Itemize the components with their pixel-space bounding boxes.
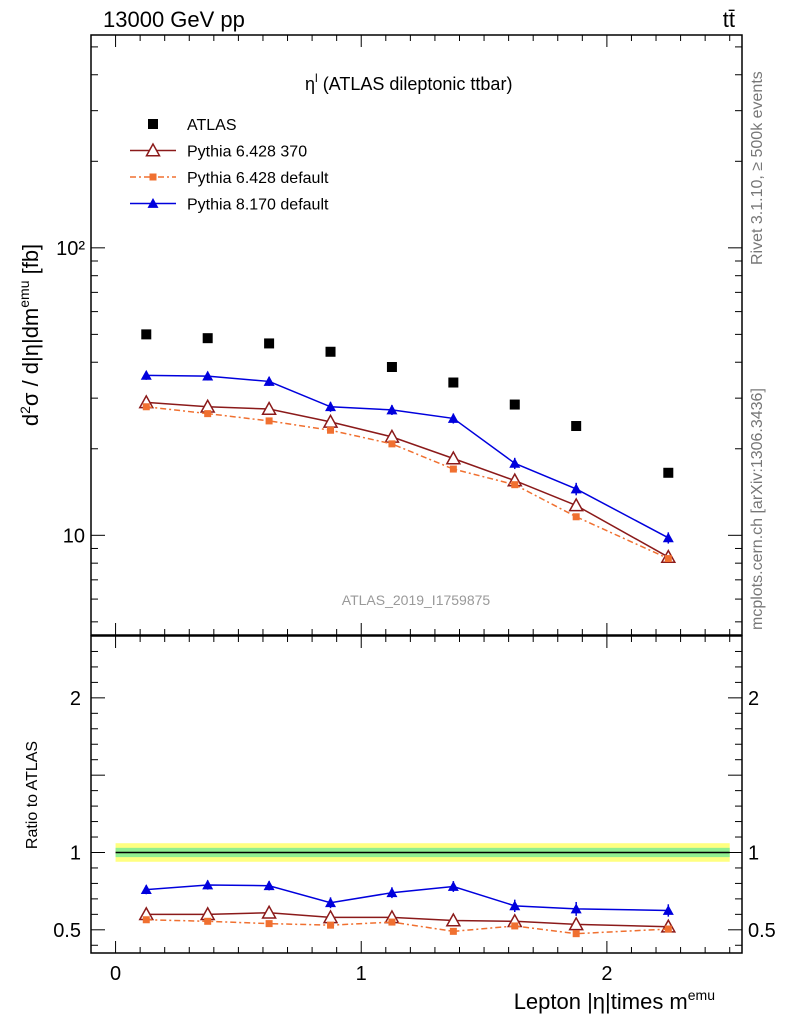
series-1-ratio-point [204,917,212,925]
plot-title-main: η [305,74,315,94]
legend-label: Pythia 8.170 default [187,197,329,214]
x-tick-label: 1 [356,963,367,985]
y-axis-label-d: d [18,414,43,426]
ratio-y-tick-label-right: 1 [748,842,759,864]
legend-marker [147,198,159,208]
series-1-ratio-line [146,919,669,935]
series-2-main-point [662,532,674,543]
series-1-ratio-point [449,927,457,935]
series-1-ratio-point [572,930,580,938]
y-axis-label: d2σ / d|η|dmemu [fb] [16,244,43,426]
series-2-ratio-point [263,880,275,891]
ratio-y-tick-label-left: 1 [70,842,81,864]
series-2-main-point [509,457,521,468]
x-tick-label: 0 [110,963,121,985]
legend-label: ATLAS [187,117,237,134]
process-label: tt̄ [723,7,735,32]
ratio-y-tick-label-right: 2 [748,688,759,710]
y-axis-label-unit: [fb] [18,244,43,281]
legend-marker [148,119,158,129]
series-2-ratio-point [570,903,582,914]
series-2-ratio-point [662,904,674,915]
series-2-ratio-point [325,897,337,908]
legend-marker [145,142,161,157]
series-1-main-point [572,513,580,521]
ratio-y-tick-label-right: 0.5 [748,920,776,942]
series-1-ratio-point [265,920,273,928]
series-0-ratio-point [445,912,462,927]
series-2-ratio-point [386,887,398,898]
series-1-main-point [142,403,150,411]
series-2-ratio-line [146,884,669,912]
series-0-ratio-point [261,904,277,919]
rivet-label: Rivet 3.1.10, ≥ 500k events [749,71,766,265]
energy-label: 13000 GeV pp [103,7,245,32]
series-1-main-line [146,406,669,560]
series-1-main-point [664,555,672,563]
atlas-data-point [325,346,336,357]
x-axis-label-main: Lepton |η|times m [514,989,688,1014]
series-1-main-point [449,465,457,473]
atlas-data-point [571,421,582,432]
legend-label: Pythia 6.428 370 [187,144,307,161]
ratio-y-tick-label-left: 0.5 [53,920,81,942]
mcplots-label: mcplots.cern.ch [arXiv:1306.3436] [749,388,766,630]
series-1-ratio-point [327,921,335,929]
plot-title-rest: (ATLAS dileptonic ttbar) [318,74,513,94]
series-2-main-point [325,401,337,412]
series-1-ratio-point [511,922,519,930]
ratio-y-axis-label: Ratio to ATLAS [24,741,41,849]
series-1-main-point [265,417,273,425]
atlas-data-point [509,399,520,410]
atlas-data-point [448,377,459,388]
series-0-main-line [146,401,669,558]
series-0-main-point [445,450,462,465]
series-1-main-point [204,410,212,418]
x-axis-label: Lepton |η|times memu [514,987,715,1014]
y-axis-label-rest: σ / d|η|dm [18,308,43,406]
series-2-main-point [386,404,398,415]
series-1-ratio-point [388,918,396,926]
y-tick-label: 10 [63,525,85,547]
x-tick-label: 2 [601,963,612,985]
series-2-main-point [263,375,275,386]
ratio-panel-frame [90,635,743,954]
series-2-main-point [570,483,582,494]
y-axis-label-sup2: 2 [17,406,33,414]
legend-label: Pythia 6.428 default [187,170,329,187]
series-0-main-point [261,400,277,415]
series-2-ratio-point [447,881,459,891]
series-1-main-point [327,426,335,434]
legend-marker [149,173,157,181]
atlas-data-point [141,329,152,340]
series-2-main-point [447,412,459,423]
series-1-main-point [388,440,396,448]
series-2-main-point [140,369,152,380]
main-panel-frame [90,34,743,636]
atlas-data-point [202,333,213,344]
y-axis-label-sup: emu [16,281,32,308]
series-0-ratio-point [568,916,584,931]
atlas-data-point [264,338,275,349]
series-2-main-point [202,370,214,381]
ratio-y-tick-label-left: 2 [70,688,81,710]
series-1-ratio-point [664,925,672,933]
series-0-main-point [568,497,584,512]
y-tick-label: 10² [56,238,85,260]
x-axis-label-sup: emu [688,987,715,1003]
plot-title: ηl (ATLAS dileptonic ttbar) [305,71,512,94]
atlas-data-point [663,467,674,478]
series-2-ratio-point [509,900,521,911]
plot-title-sup: l [315,71,318,85]
atlas-data-point [386,362,397,373]
series-1-ratio-point [142,916,150,924]
series-2-ratio-point [140,884,152,894]
series-1-main-point [511,481,519,489]
series-2-ratio-point [202,879,214,890]
analysis-watermark: ATLAS_2019_I1759875 [342,592,491,608]
